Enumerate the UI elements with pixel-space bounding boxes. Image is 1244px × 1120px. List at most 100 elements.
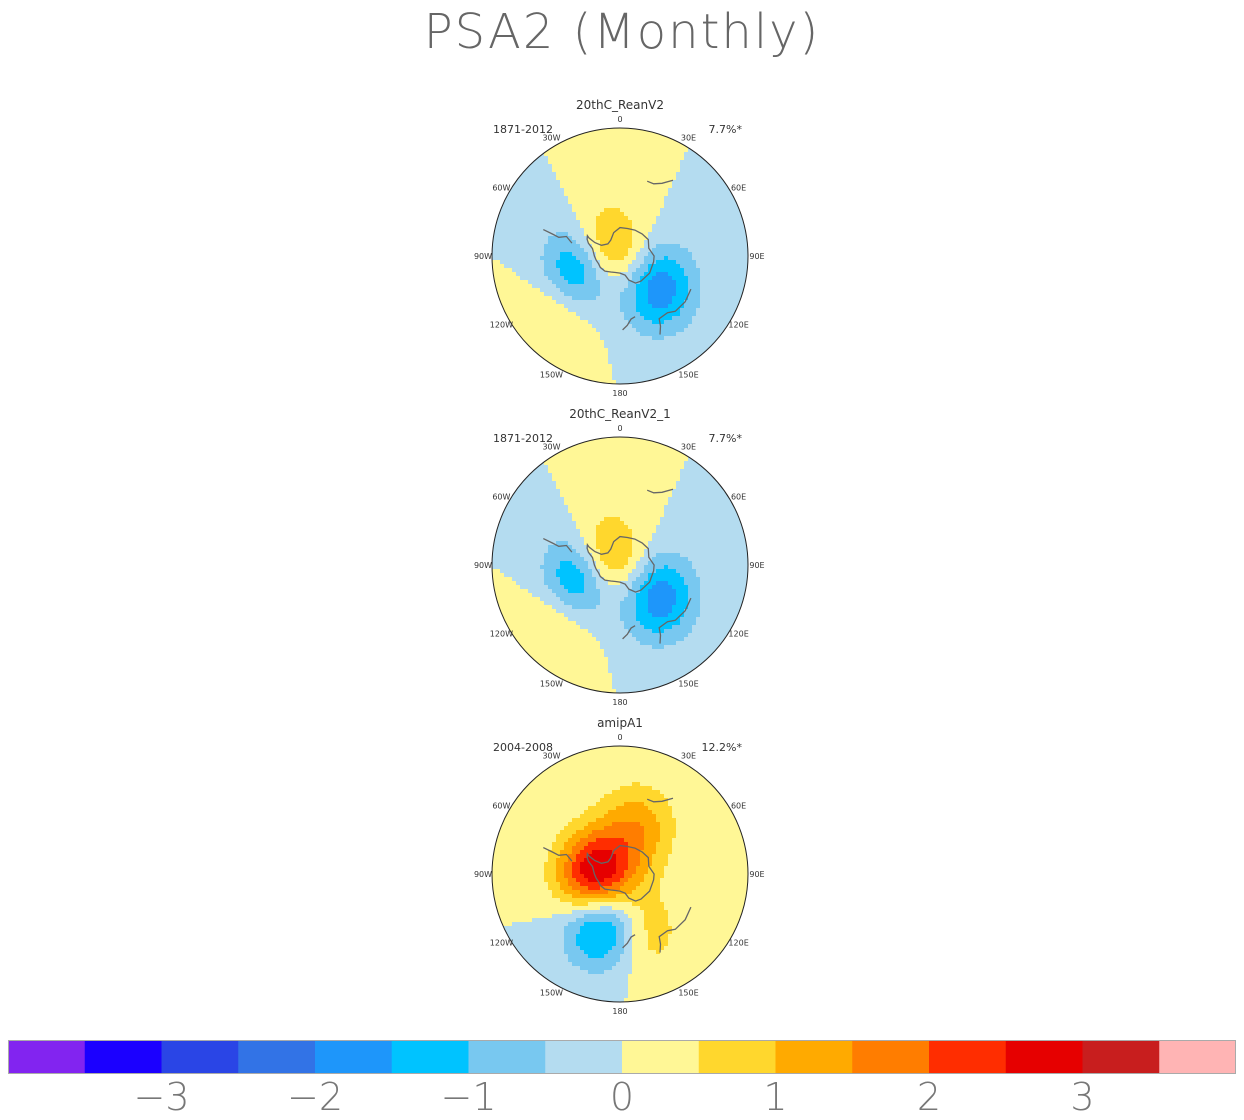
field-cell <box>668 256 673 261</box>
field-cell <box>600 236 605 241</box>
field-cell <box>744 348 748 353</box>
field-cell <box>692 208 697 213</box>
field-cell <box>528 380 533 384</box>
field-cell <box>584 276 589 281</box>
field-cell <box>568 481 573 486</box>
field-cell <box>584 312 589 317</box>
field-cell <box>528 376 533 381</box>
field-cell <box>704 172 709 177</box>
field-cell <box>560 489 565 494</box>
field-cell <box>624 144 629 149</box>
field-cell <box>668 260 673 265</box>
field-cell <box>712 276 717 281</box>
field-cell <box>664 188 669 193</box>
field-cell <box>596 352 601 357</box>
field-cell <box>628 236 633 241</box>
field-cell <box>596 172 601 177</box>
field-cell <box>676 164 681 169</box>
field-cell <box>624 477 629 482</box>
field-cell <box>564 160 569 165</box>
field-cell <box>664 461 669 466</box>
field-cell <box>728 372 733 377</box>
field-cell <box>700 473 705 478</box>
field-cell <box>736 232 741 237</box>
field-cell <box>740 469 745 474</box>
field-cell <box>628 264 633 269</box>
field-cell <box>624 264 629 269</box>
field-cell <box>664 481 669 486</box>
field-cell <box>668 481 673 486</box>
field-cell <box>504 441 509 446</box>
field-cell <box>720 236 725 241</box>
field-cell <box>604 489 609 494</box>
field-cell <box>640 465 645 470</box>
field-cell <box>660 453 665 458</box>
field-cell <box>624 132 629 137</box>
field-cell <box>516 344 521 349</box>
field-cell <box>548 196 553 201</box>
field-cell <box>676 268 681 273</box>
field-cell <box>608 368 613 373</box>
field-cell <box>648 284 653 289</box>
field-cell <box>660 332 665 337</box>
field-cell <box>556 264 561 269</box>
field-cell <box>728 196 733 201</box>
field-cell <box>572 272 577 277</box>
longitude-label: 30E <box>681 133 696 142</box>
field-cell <box>696 445 701 450</box>
field-cell <box>712 132 717 137</box>
field-cell <box>736 144 741 149</box>
field-cell <box>516 180 521 185</box>
field-cell <box>688 473 693 478</box>
field-cell <box>612 437 617 442</box>
field-cell <box>612 304 617 309</box>
field-cell <box>668 360 673 365</box>
field-cell <box>644 340 649 345</box>
field-cell <box>528 272 533 277</box>
field-cell <box>736 236 741 241</box>
field-cell <box>708 445 713 450</box>
field-cell <box>692 336 697 341</box>
field-cell <box>604 368 609 373</box>
field-cell <box>600 176 605 181</box>
field-cell <box>600 260 605 265</box>
field-cell <box>656 204 661 209</box>
field-cell <box>588 268 593 273</box>
field-cell <box>624 485 629 490</box>
field-cell <box>704 252 709 257</box>
field-cell <box>564 308 569 313</box>
field-cell <box>496 336 501 341</box>
field-cell <box>536 300 541 305</box>
field-cell <box>612 284 617 289</box>
field-cell <box>572 216 577 221</box>
field-cell <box>544 437 549 442</box>
field-cell <box>568 441 573 446</box>
field-cell <box>632 204 637 209</box>
field-cell <box>708 204 713 209</box>
field-cell <box>684 477 689 482</box>
field-cell <box>600 364 605 369</box>
field-cell <box>656 485 661 490</box>
field-cell <box>540 208 545 213</box>
field-cell <box>644 336 649 341</box>
field-cell <box>680 212 685 217</box>
field-cell <box>608 240 613 245</box>
field-cell <box>576 489 581 494</box>
field-cell <box>576 176 581 181</box>
field-cell <box>544 477 549 482</box>
field-cell <box>612 132 617 137</box>
field-cell <box>564 276 569 281</box>
field-cell <box>660 156 665 161</box>
field-cell <box>732 352 737 357</box>
field-cell <box>532 172 537 177</box>
field-cell <box>568 252 573 257</box>
field-cell <box>640 200 645 205</box>
field-cell <box>680 220 685 225</box>
field-cell <box>532 144 537 149</box>
field-cell <box>560 360 565 365</box>
field-cell <box>708 188 713 193</box>
field-cell <box>608 352 613 357</box>
field-cell <box>544 380 549 384</box>
field-cell <box>492 372 497 377</box>
field-cell <box>576 465 581 470</box>
